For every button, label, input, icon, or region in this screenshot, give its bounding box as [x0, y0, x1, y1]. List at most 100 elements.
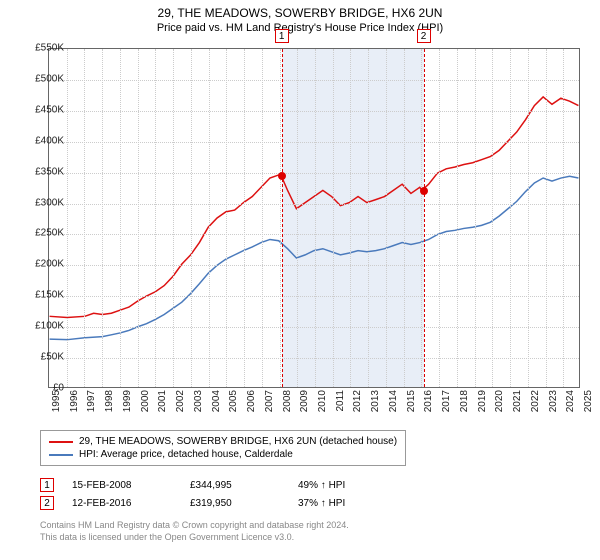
marker-box: 1 [275, 29, 289, 43]
gridline-h [49, 80, 579, 81]
x-axis-label: 2012 [352, 390, 363, 420]
y-axis-label: £550K [20, 43, 64, 54]
gridline-v [528, 49, 529, 387]
gridline-v [439, 49, 440, 387]
x-axis-label: 1996 [69, 390, 80, 420]
gridline-v [421, 49, 422, 387]
events-table: 1 15-FEB-2008 £344,995 49% ↑ HPI 2 12-FE… [40, 476, 388, 512]
gridline-v [510, 49, 511, 387]
event-date: 15-FEB-2008 [72, 480, 172, 491]
event-pct: 49% ↑ HPI [298, 480, 388, 491]
gridline-v [333, 49, 334, 387]
y-axis-label: £150K [20, 290, 64, 301]
x-axis-label: 2014 [388, 390, 399, 420]
gridline-h [49, 358, 579, 359]
gridline-v [546, 49, 547, 387]
series-line [50, 176, 579, 339]
event-price: £319,950 [190, 498, 280, 509]
marker-box: 2 [417, 29, 431, 43]
x-axis-label: 2019 [477, 390, 488, 420]
y-axis-label: £100K [20, 321, 64, 332]
x-axis-label: 2004 [211, 390, 222, 420]
x-axis-label: 2003 [193, 390, 204, 420]
gridline-h [49, 327, 579, 328]
y-axis-label: £350K [20, 166, 64, 177]
footer-text: Contains HM Land Registry data © Crown c… [40, 520, 349, 543]
legend-swatch [49, 441, 73, 443]
gridline-v [280, 49, 281, 387]
gridline-h [49, 142, 579, 143]
gridline-v [120, 49, 121, 387]
x-axis-label: 2025 [583, 390, 594, 420]
legend-swatch [49, 454, 73, 456]
marker-line [424, 49, 425, 387]
x-axis-label: 2023 [548, 390, 559, 420]
x-axis-label: 2007 [264, 390, 275, 420]
event-row: 1 15-FEB-2008 £344,995 49% ↑ HPI [40, 476, 388, 494]
x-axis-label: 2015 [406, 390, 417, 420]
x-axis-label: 2009 [299, 390, 310, 420]
gridline-v [368, 49, 369, 387]
x-axis-label: 2002 [175, 390, 186, 420]
y-axis-label: £250K [20, 228, 64, 239]
y-axis-label: £300K [20, 197, 64, 208]
gridline-v [350, 49, 351, 387]
x-axis-label: 2000 [140, 390, 151, 420]
x-axis-label: 2001 [157, 390, 168, 420]
legend-label: HPI: Average price, detached house, Cald… [79, 449, 293, 460]
gridline-h [49, 111, 579, 112]
x-axis-label: 2010 [317, 390, 328, 420]
event-row: 2 12-FEB-2016 £319,950 37% ↑ HPI [40, 494, 388, 512]
gridline-v [297, 49, 298, 387]
gridline-v [315, 49, 316, 387]
y-axis-label: £50K [20, 352, 64, 363]
gridline-v [262, 49, 263, 387]
x-axis-label: 1997 [86, 390, 97, 420]
x-axis-label: 2016 [423, 390, 434, 420]
footer-line: Contains HM Land Registry data © Crown c… [40, 520, 349, 532]
chart-svg [49, 49, 579, 387]
gridline-v [563, 49, 564, 387]
event-price: £344,995 [190, 480, 280, 491]
x-axis-label: 2018 [459, 390, 470, 420]
gridline-v [386, 49, 387, 387]
gridline-v [404, 49, 405, 387]
x-axis-label: 2006 [246, 390, 257, 420]
y-axis-label: £450K [20, 104, 64, 115]
x-axis-label: 2011 [335, 390, 346, 420]
gridline-v [138, 49, 139, 387]
event-marker-icon: 2 [40, 496, 54, 510]
x-axis-label: 2024 [565, 390, 576, 420]
footer-line: This data is licensed under the Open Gov… [40, 532, 349, 544]
y-axis-label: £500K [20, 73, 64, 84]
x-axis-label: 2008 [282, 390, 293, 420]
legend-item: 29, THE MEADOWS, SOWERBY BRIDGE, HX6 2UN… [49, 435, 397, 448]
chart-title: 29, THE MEADOWS, SOWERBY BRIDGE, HX6 2UN [0, 0, 600, 22]
gridline-v [102, 49, 103, 387]
gridline-v [492, 49, 493, 387]
x-axis-label: 2020 [494, 390, 505, 420]
y-axis-label: £400K [20, 135, 64, 146]
marker-dot [278, 172, 286, 180]
gridline-v [84, 49, 85, 387]
event-marker-icon: 1 [40, 478, 54, 492]
chart-plot-area: 12 [48, 48, 580, 388]
gridline-v [173, 49, 174, 387]
gridline-v [457, 49, 458, 387]
legend-item: HPI: Average price, detached house, Cald… [49, 448, 397, 461]
gridline-v [191, 49, 192, 387]
gridline-v [244, 49, 245, 387]
x-axis-label: 1995 [51, 390, 62, 420]
x-axis-label: 2022 [530, 390, 541, 420]
event-pct: 37% ↑ HPI [298, 498, 388, 509]
x-axis-label: 2013 [370, 390, 381, 420]
legend-box: 29, THE MEADOWS, SOWERBY BRIDGE, HX6 2UN… [40, 430, 406, 466]
gridline-h [49, 296, 579, 297]
gridline-v [475, 49, 476, 387]
series-line [50, 97, 579, 318]
x-axis-label: 2005 [228, 390, 239, 420]
x-axis-label: 2017 [441, 390, 452, 420]
gridline-v [67, 49, 68, 387]
y-axis-label: £200K [20, 259, 64, 270]
gridline-h [49, 265, 579, 266]
